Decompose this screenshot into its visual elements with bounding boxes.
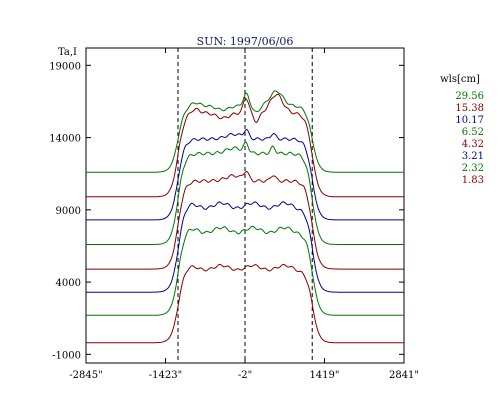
y-tick-label: 9000 [56,206,81,217]
plot-area: -1000 4000 9000 14000 19000 -2845" -1423" -2" 14… [49,47,419,381]
x-tick-label: -1423" [149,370,182,381]
x-tick-label: 1419" [309,370,339,381]
legend-item: 29.56 [455,91,484,102]
legend-item: 6.52 [462,127,484,138]
chart-title: SUN: 1997/06/06 [197,35,294,48]
series-line-4-32 [86,170,404,270]
x-tick-label: -2845" [69,370,102,381]
legend-item: 1.83 [462,175,484,186]
y-tick-label: 14000 [49,134,81,145]
series-line-2-32 [86,225,404,316]
legend-item: 15.38 [455,103,484,114]
x-tick-label: -2" [238,370,252,381]
legend-item: 10.17 [455,115,484,126]
y-tick-label: 4000 [56,278,81,289]
y-tick-label: 19000 [49,61,81,72]
legend-item: 4.32 [462,139,484,150]
series-line-3-21 [86,201,404,293]
series-line-1-83 [86,263,404,344]
series-line-6-52 [86,141,404,245]
x-tick-label: 2841" [389,370,419,381]
series-line-10-17 [86,129,404,221]
series-line-29-56 [86,90,404,173]
legend-item: 3.21 [462,151,484,162]
legend-title: wls[cm] [440,74,480,85]
y-axis-label: Ta,I [58,47,77,58]
legend-item: 2.32 [462,163,484,174]
series-line-15-38 [86,93,404,198]
y-tick-label: -1000 [52,350,81,361]
